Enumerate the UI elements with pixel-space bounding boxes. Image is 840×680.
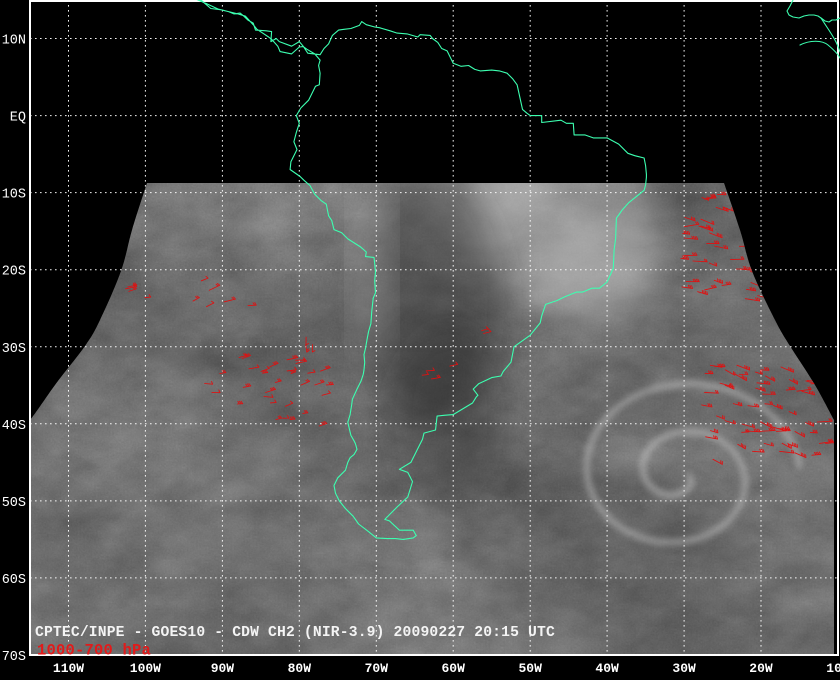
svg-text:50W: 50W xyxy=(518,661,542,676)
svg-text:110W: 110W xyxy=(53,661,84,676)
svg-text:70S: 70S xyxy=(2,650,26,665)
svg-text:1000-700 hPa: 1000-700 hPa xyxy=(37,642,151,660)
svg-text:10W: 10W xyxy=(826,661,840,676)
svg-text:60S: 60S xyxy=(2,573,26,588)
svg-text:60W: 60W xyxy=(441,661,465,676)
svg-text:40W: 40W xyxy=(595,661,619,676)
svg-text:70W: 70W xyxy=(365,661,389,676)
svg-text:50S: 50S xyxy=(2,496,26,511)
svg-text:10S: 10S xyxy=(2,188,26,203)
svg-text:20W: 20W xyxy=(749,661,773,676)
svg-text:20S: 20S xyxy=(2,265,26,280)
svg-text:EQ: EQ xyxy=(10,111,26,126)
svg-text:90W: 90W xyxy=(211,661,235,676)
svg-text:10N: 10N xyxy=(2,34,26,49)
svg-text:100W: 100W xyxy=(130,661,161,676)
svg-text:30W: 30W xyxy=(672,661,696,676)
svg-text:40S: 40S xyxy=(2,419,26,434)
svg-text:CPTEC/INPE - GOES10 - CDW CH2: CPTEC/INPE - GOES10 - CDW CH2 (NIR-3.9) … xyxy=(35,625,555,641)
svg-text:80W: 80W xyxy=(288,661,312,676)
svg-text:30S: 30S xyxy=(2,342,26,357)
